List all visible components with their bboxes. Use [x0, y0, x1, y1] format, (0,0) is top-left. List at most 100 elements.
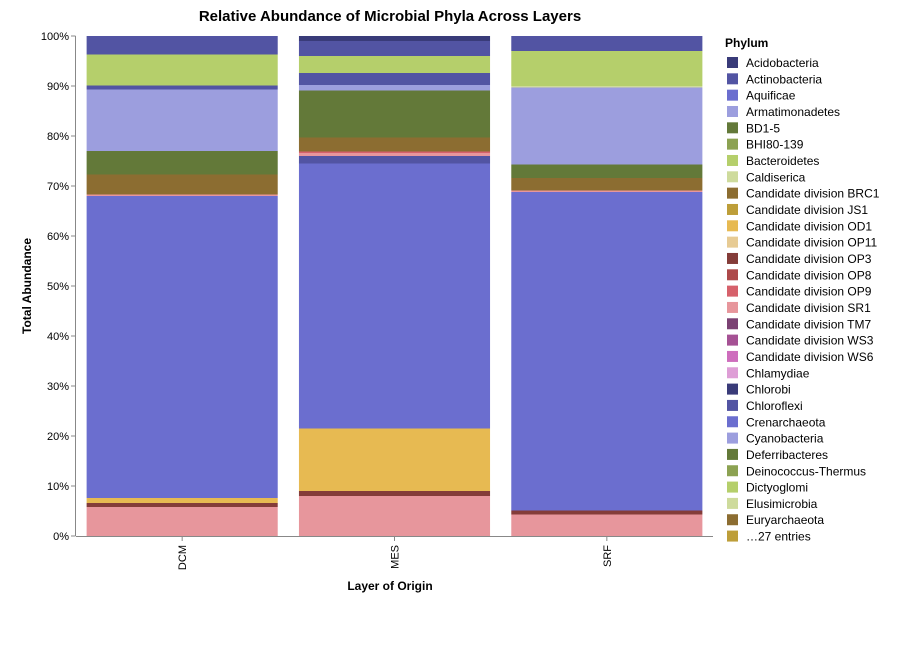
- legend-label: Candidate division OP11: [746, 236, 878, 250]
- bar-segment-mes-11: [298, 56, 491, 73]
- bar-segment-mes-2: [298, 428, 491, 491]
- x-axis-title: Layer of Origin: [347, 579, 432, 593]
- legend-swatch: [727, 73, 738, 85]
- legend-swatch: [727, 187, 738, 199]
- legend-label: Actinobacteria: [746, 72, 822, 86]
- legend-swatch: [727, 269, 738, 281]
- y-tick-label: 10%: [47, 481, 69, 493]
- bar-segment-mes-3: [298, 163, 491, 429]
- y-tick-label: 20%: [47, 431, 69, 443]
- legend-swatch: [727, 252, 738, 264]
- legend-label: Euryarchaeota: [746, 513, 824, 527]
- legend-label: Candidate division TM7: [746, 317, 872, 331]
- legend-swatch: [727, 220, 738, 232]
- legend-swatch: [727, 171, 738, 183]
- bar-segment-mes-5: [298, 153, 491, 156]
- bar-segment-srf-7: [511, 86, 703, 88]
- legend-label: Chlorobi: [746, 383, 791, 397]
- x-tick-label-dcm: DCM: [177, 545, 189, 570]
- legend-label: Candidate division WS6: [746, 350, 874, 364]
- x-tick-label-srf: SRF: [602, 545, 614, 567]
- bar-segment-srf-3: [511, 190, 703, 192]
- bar-segment-mes-1: [298, 491, 491, 496]
- legend-label: Caldiserica: [746, 170, 806, 184]
- legend-label: Dictyoglomi: [746, 481, 808, 495]
- legend-label: Aquificae: [746, 89, 796, 103]
- legend-title: Phylum: [725, 36, 768, 50]
- legend-label: Cyanobacteria: [746, 432, 824, 446]
- bar-segment-dcm-4: [86, 194, 278, 196]
- legend-label: Candidate division WS3: [746, 334, 874, 348]
- legend: Phylum Acidobacteria Actinobacteria Aquifi…: [725, 36, 880, 544]
- legend-swatch: [727, 350, 738, 362]
- legend-label: Candidate division SR1: [746, 301, 871, 315]
- bar-segment-mes-9: [298, 85, 491, 91]
- bar-segment-mes-0: [298, 496, 491, 536]
- legend-swatch: [727, 236, 738, 248]
- legend-label: Candidate division BRC1: [746, 187, 880, 201]
- bar-segment-dcm-5: [86, 174, 278, 195]
- bar-segment-dcm-10: [86, 36, 278, 55]
- legend-label: Deinococcus-Thermus: [746, 464, 866, 478]
- y-tick-label: 100%: [41, 31, 69, 43]
- legend-label: BD1-5: [746, 121, 780, 135]
- chart-title: Relative Abundance of Microbial Phyla Ac…: [199, 8, 581, 25]
- legend-label: Chlamydiae: [746, 366, 810, 380]
- legend-label: Crenarchaeota: [746, 415, 826, 429]
- legend-swatch: [727, 105, 738, 117]
- legend-swatch: [727, 416, 738, 428]
- legend-swatch: [727, 334, 738, 346]
- legend-swatch: [727, 285, 738, 297]
- legend-swatch: [727, 57, 738, 68]
- legend-swatch: [727, 514, 738, 526]
- legend-swatch: [727, 203, 738, 215]
- bar-segment-srf-5: [511, 164, 703, 178]
- bar-segment-mes-7: [298, 137, 491, 152]
- bar-segment-mes-13: [298, 36, 491, 41]
- legend-swatch: [727, 122, 738, 134]
- legend-label: BHI80-139: [746, 138, 804, 152]
- bar-segment-mes-4: [298, 156, 491, 164]
- legend-label: Candidate division OP3: [746, 252, 872, 266]
- y-tick-label: 70%: [47, 181, 69, 193]
- legend-swatch: [727, 432, 738, 444]
- legend-swatch: [727, 301, 738, 313]
- bar-segment-mes-6: [298, 151, 491, 153]
- legend-label: Armatimonadetes: [746, 105, 840, 119]
- y-tick-label: 80%: [47, 131, 69, 143]
- legend-label: Candidate division OP9: [746, 285, 872, 299]
- y-tick-label: 40%: [47, 331, 69, 343]
- legend-swatch: [727, 89, 738, 101]
- legend-swatch: [727, 465, 738, 477]
- bar-segment-srf-0: [511, 514, 703, 536]
- legend-label: …27 entries: [746, 530, 811, 544]
- bar-segment-dcm-1: [86, 503, 278, 507]
- legend-label: Acidobacteria: [746, 56, 819, 70]
- legend-swatch: [727, 367, 738, 379]
- legend-swatch: [727, 399, 738, 411]
- legend-label: Deferribacteres: [746, 448, 828, 462]
- legend-label: Candidate division OD1: [746, 219, 872, 233]
- y-tick-label: 60%: [47, 231, 69, 243]
- bar-segment-srf-1: [511, 510, 703, 515]
- bar-segment-mes-10: [298, 73, 491, 85]
- bar-segment-srf-4: [511, 178, 703, 191]
- y-tick-label: 0%: [53, 531, 69, 543]
- y-tick-label: 50%: [47, 281, 69, 293]
- legend-swatch: [727, 481, 738, 493]
- bar-segment-dcm-2: [86, 498, 278, 503]
- legend-swatch: [727, 154, 738, 166]
- bar-segment-srf-8: [511, 51, 703, 86]
- legend-label: Chloroflexi: [746, 399, 803, 413]
- legend-swatch: [727, 383, 738, 395]
- y-axis-title: Total Abundance: [20, 238, 34, 334]
- bar-segment-dcm-8: [86, 85, 278, 90]
- legend-label: Bacteroidetes: [746, 154, 819, 168]
- legend-swatch: [727, 138, 738, 150]
- bar-segment-srf-9: [511, 36, 703, 51]
- bar-segment-mes-8: [298, 90, 491, 138]
- bar-segment-srf-6: [511, 87, 703, 165]
- x-tick-label-mes: MES: [390, 545, 402, 569]
- bar-segment-dcm-9: [86, 54, 278, 86]
